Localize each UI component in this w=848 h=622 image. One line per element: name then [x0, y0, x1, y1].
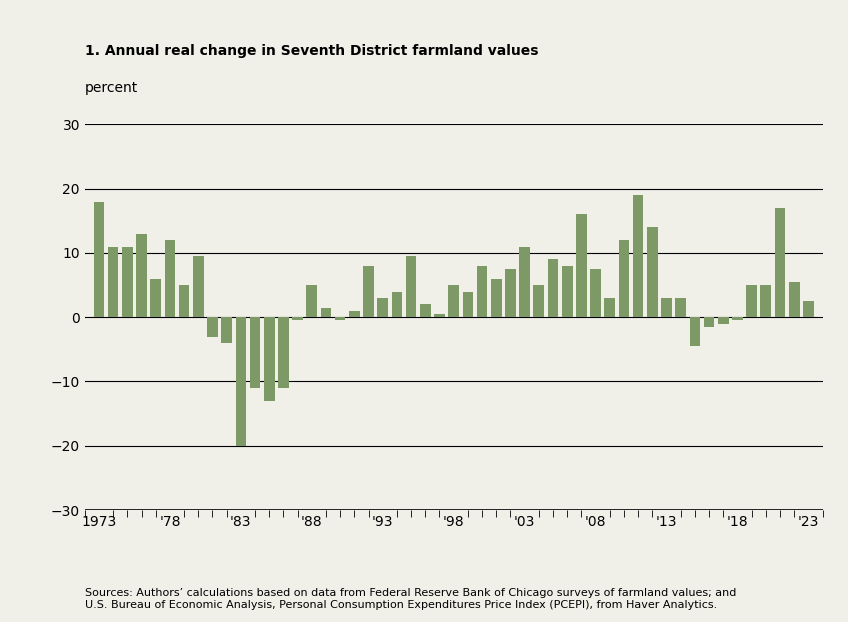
- Bar: [718, 317, 728, 323]
- Bar: [434, 314, 445, 317]
- Bar: [306, 285, 317, 317]
- Bar: [704, 317, 714, 327]
- Bar: [633, 195, 644, 317]
- Bar: [576, 215, 587, 317]
- Text: Sources: Authors’ calculations based on data from Federal Reserve Bank of Chicag: Sources: Authors’ calculations based on …: [85, 588, 736, 610]
- Bar: [647, 227, 658, 317]
- Bar: [392, 292, 402, 317]
- Bar: [519, 246, 530, 317]
- Bar: [689, 317, 700, 346]
- Bar: [761, 285, 771, 317]
- Bar: [179, 285, 189, 317]
- Text: 1. Annual real change in Seventh District farmland values: 1. Annual real change in Seventh Distric…: [85, 44, 538, 58]
- Bar: [491, 279, 501, 317]
- Text: percent: percent: [85, 81, 138, 95]
- Bar: [363, 266, 374, 317]
- Bar: [278, 317, 289, 388]
- Bar: [420, 304, 431, 317]
- Bar: [789, 282, 800, 317]
- Bar: [675, 298, 686, 317]
- Bar: [661, 298, 672, 317]
- Bar: [293, 317, 303, 320]
- Bar: [108, 246, 119, 317]
- Bar: [207, 317, 218, 337]
- Bar: [193, 256, 204, 317]
- Bar: [406, 256, 416, 317]
- Bar: [122, 246, 132, 317]
- Bar: [321, 307, 332, 317]
- Bar: [732, 317, 743, 320]
- Bar: [548, 259, 558, 317]
- Bar: [249, 317, 260, 388]
- Bar: [618, 240, 629, 317]
- Bar: [137, 234, 147, 317]
- Bar: [477, 266, 488, 317]
- Bar: [236, 317, 246, 446]
- Bar: [533, 285, 544, 317]
- Bar: [505, 269, 516, 317]
- Bar: [150, 279, 161, 317]
- Bar: [590, 269, 601, 317]
- Bar: [377, 298, 388, 317]
- Bar: [264, 317, 275, 401]
- Bar: [93, 202, 104, 317]
- Bar: [349, 311, 360, 317]
- Bar: [605, 298, 615, 317]
- Bar: [221, 317, 232, 343]
- Bar: [335, 317, 345, 320]
- Bar: [165, 240, 176, 317]
- Bar: [462, 292, 473, 317]
- Bar: [775, 208, 785, 317]
- Bar: [449, 285, 459, 317]
- Bar: [803, 301, 814, 317]
- Bar: [562, 266, 572, 317]
- Bar: [746, 285, 757, 317]
